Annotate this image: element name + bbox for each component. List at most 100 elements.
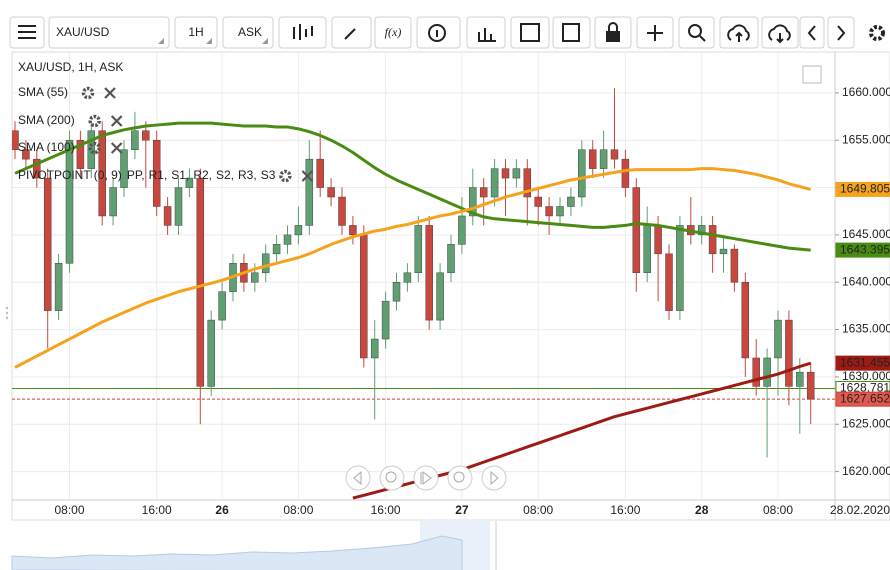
candle-body — [774, 319, 782, 359]
x-tick-label: 08:00 — [283, 503, 313, 517]
candle-body — [752, 357, 760, 387]
navigator — [11, 521, 890, 570]
y-tick-label: 1620.000 — [842, 464, 890, 478]
bars-icon — [478, 28, 496, 42]
pivot-part: PP, — [127, 168, 145, 182]
info-icon — [428, 24, 446, 42]
zoom-in-button[interactable] — [447, 465, 473, 491]
function-button[interactable] — [374, 16, 412, 49]
candle-body — [22, 149, 30, 160]
candle-body — [708, 225, 717, 255]
scroll-right-button[interactable] — [827, 16, 855, 49]
settings-icon[interactable] — [88, 114, 101, 128]
y-tick-label: 1625.000 — [842, 416, 890, 430]
x-tick-label: 16:00 — [610, 503, 640, 517]
candle-body — [109, 187, 117, 217]
toolbar: XAU/USD 1H ASK f(x) — [9, 16, 885, 49]
document-icon — [562, 23, 580, 42]
expand-button[interactable] — [802, 65, 822, 84]
pivot-part: R2, — [193, 168, 212, 182]
candle-body — [381, 300, 390, 340]
settings-icon[interactable] — [81, 86, 95, 100]
zoom-out-button[interactable] — [379, 465, 405, 491]
price-tag-label: 1631.455 — [840, 355, 890, 369]
scroll-left-button[interactable] — [799, 16, 825, 49]
candle-body — [588, 149, 597, 169]
chart-type-button[interactable] — [278, 16, 327, 49]
zoom-in-icon — [453, 471, 465, 483]
function-text: f(x) — [385, 25, 402, 39]
candle-body — [54, 263, 63, 311]
sma-line — [14, 167, 812, 369]
pivot-part: S1, — [171, 168, 189, 182]
candle-body — [65, 139, 74, 264]
document-button[interactable] — [552, 16, 591, 49]
candle-body — [534, 196, 542, 207]
pivot-label: PIVOTPOINT (0, 9) — [18, 168, 122, 182]
calendar-icon — [520, 23, 540, 42]
candle-body — [719, 248, 728, 255]
candle-body — [261, 253, 270, 274]
date-label: 28.02.2020 — [830, 503, 890, 517]
candle-body — [545, 206, 553, 217]
calendar-button[interactable] — [510, 16, 550, 49]
dropdown-corner — [262, 38, 268, 44]
remove-icon[interactable] — [110, 115, 123, 127]
candle-body — [665, 253, 673, 311]
reset-button[interactable] — [413, 465, 439, 491]
candle-body — [349, 225, 357, 236]
pan-left-icon — [353, 470, 362, 486]
remove-icon[interactable] — [110, 142, 123, 154]
candle-body — [796, 371, 804, 387]
candle-body — [730, 248, 739, 283]
info-button[interactable] — [416, 16, 461, 49]
pan-right-icon — [490, 470, 499, 486]
price-tag-label: 1627.652 — [840, 391, 890, 405]
pivot-part: R3, — [238, 168, 257, 182]
dropdown-corner — [206, 38, 212, 44]
candle-body — [654, 225, 662, 255]
x-tick-label: 08:00 — [54, 503, 84, 517]
pencil-icon — [344, 28, 356, 40]
candle-body — [207, 319, 215, 387]
candle-body — [425, 225, 433, 321]
pan-left-button[interactable] — [345, 465, 371, 491]
interval-select[interactable] — [174, 16, 218, 49]
price-type-select[interactable] — [222, 16, 274, 49]
settings-icon[interactable] — [279, 169, 292, 183]
chart-title: XAU/USD, 1H, ASK — [18, 60, 123, 74]
pan-right-button[interactable] — [481, 465, 507, 491]
settings-button[interactable] — [869, 25, 885, 41]
price-tag — [835, 391, 890, 407]
remove-icon[interactable] — [104, 87, 116, 99]
candle-body — [763, 357, 771, 387]
settings-icon[interactable] — [88, 141, 101, 155]
upload-icon — [727, 24, 750, 42]
zoom-controls — [345, 465, 507, 491]
zoom-out-icon — [385, 471, 397, 483]
symbol-select[interactable] — [48, 16, 170, 49]
y-tick-label: 1660.000 — [842, 85, 890, 99]
pivot-part: S2, — [216, 168, 234, 182]
candle-body — [142, 130, 150, 141]
candle-body — [599, 149, 608, 169]
candle-body — [469, 187, 477, 217]
candle-body — [327, 187, 335, 198]
candle-body — [458, 215, 466, 245]
candle-body — [272, 244, 281, 255]
candle-body — [43, 177, 52, 311]
candle-body — [578, 149, 586, 198]
candle-body — [120, 149, 128, 188]
y-tick-label: 1640.000 — [842, 274, 890, 288]
y-tick-label: 1635.000 — [842, 322, 890, 336]
candle-body — [163, 206, 172, 226]
navigator-area — [11, 535, 463, 570]
candle-body — [501, 168, 510, 179]
y-tick-label: 1630.000 — [842, 369, 890, 383]
candle-body — [447, 244, 455, 274]
remove-icon[interactable] — [301, 170, 314, 182]
zoom-button[interactable] — [678, 16, 715, 49]
price-tag — [835, 181, 890, 197]
candle-body — [131, 130, 139, 150]
